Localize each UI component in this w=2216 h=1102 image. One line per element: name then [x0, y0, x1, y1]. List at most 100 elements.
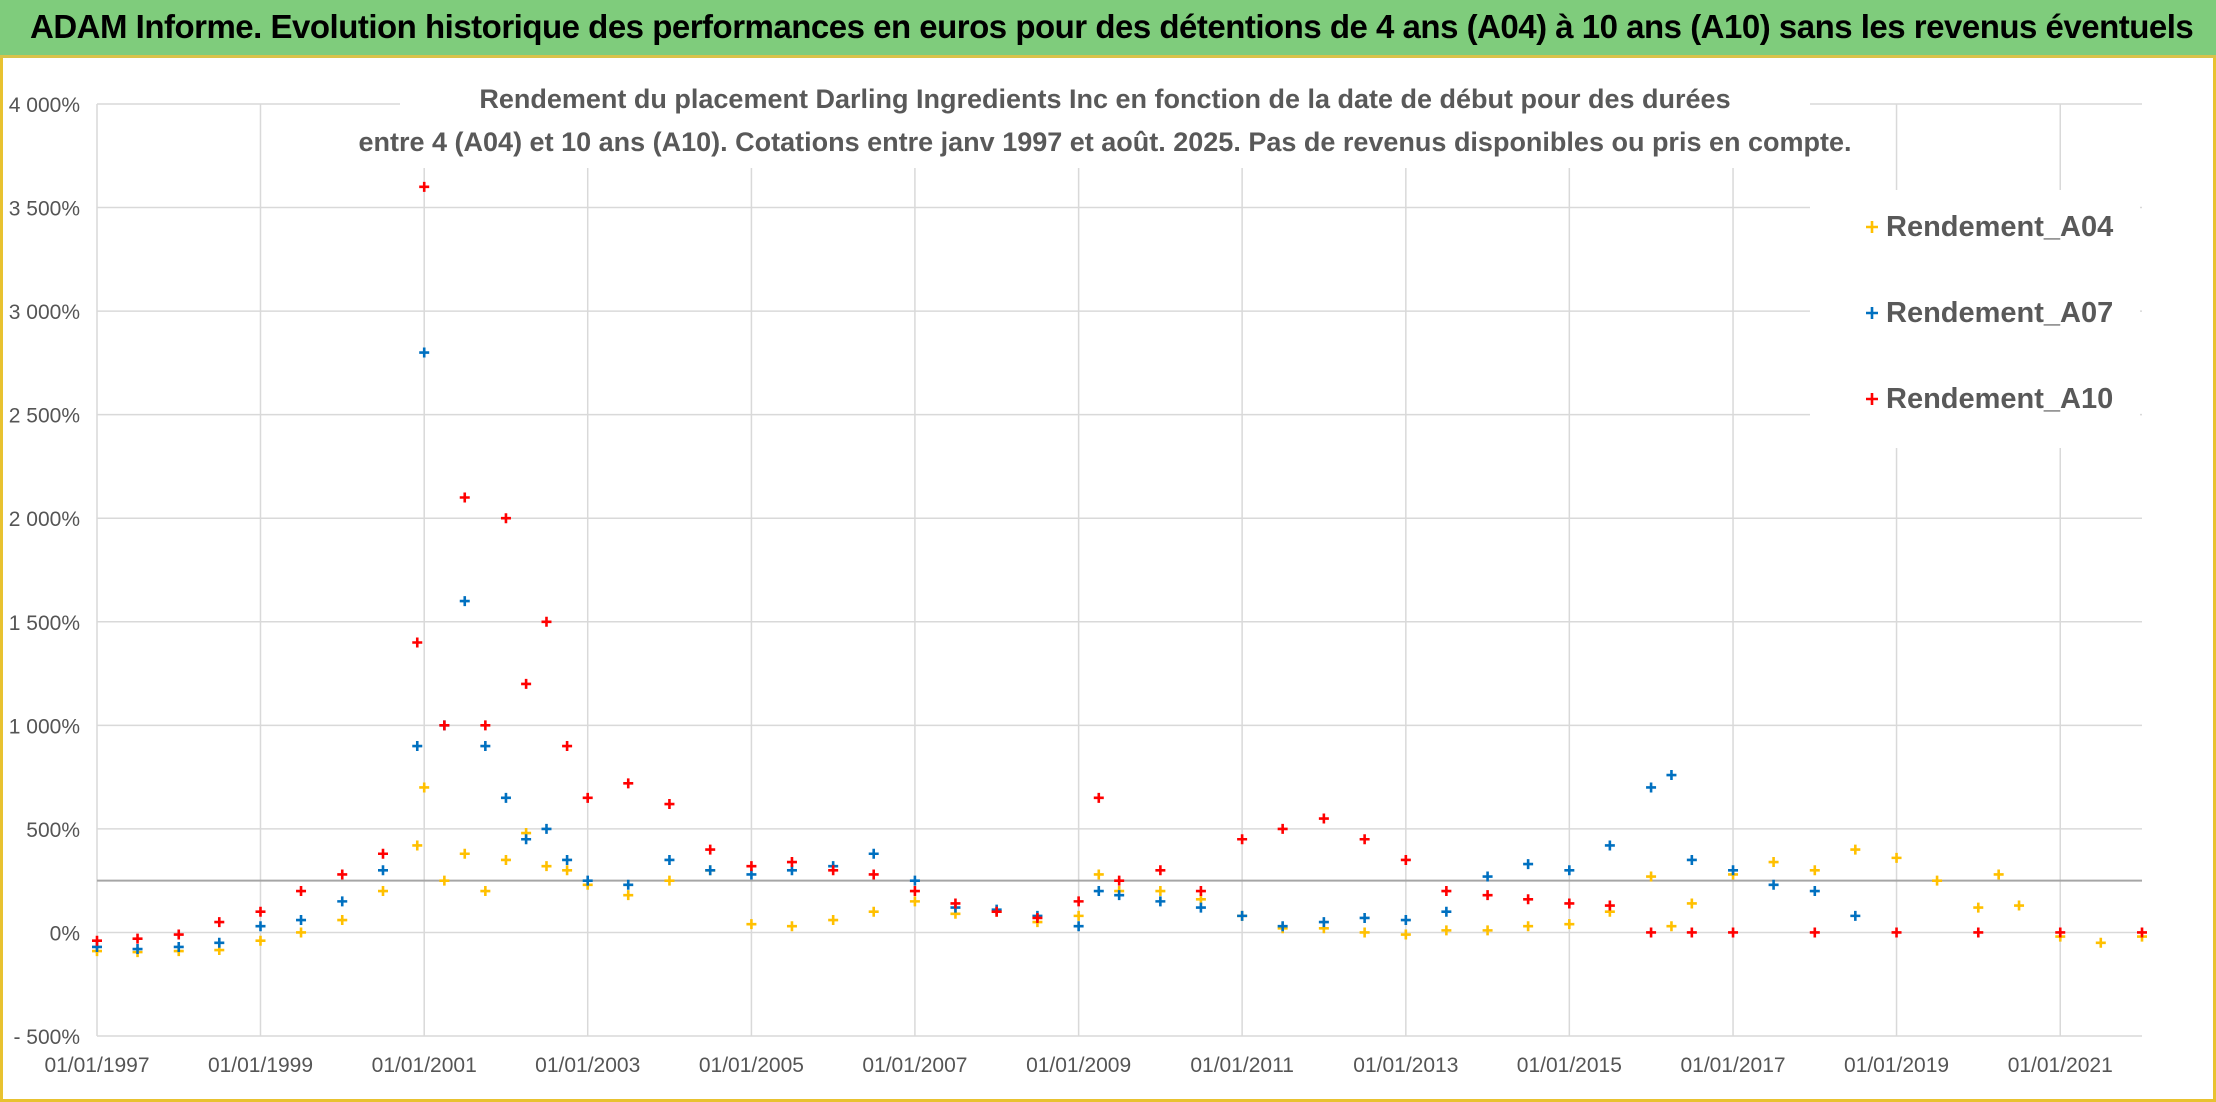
data-point — [412, 741, 423, 752]
scatter-chart: - 500% 0% 500% 1 000% 1 500% 2 000% 2 500% 3 00… — [9, 64, 2147, 1077]
data-point — [255, 906, 266, 917]
data-point — [1973, 927, 1984, 938]
data-point — [439, 875, 450, 886]
data-point — [500, 854, 511, 865]
data-points — [92, 181, 2147, 958]
data-point — [1400, 915, 1411, 926]
data-point — [1809, 865, 1820, 876]
data-point — [1155, 896, 1166, 907]
x-tick-label: 01/01/2005 — [699, 1054, 804, 1077]
chart-title: Rendement du placement Darling Ingredien… — [359, 64, 1852, 168]
data-point — [2137, 927, 2147, 938]
data-point — [1277, 921, 1288, 932]
data-point — [255, 921, 266, 932]
data-point — [296, 927, 307, 938]
data-point — [991, 906, 1002, 917]
data-point — [132, 933, 143, 944]
data-point — [746, 861, 757, 872]
data-point — [419, 181, 430, 192]
data-point — [623, 778, 634, 789]
data-point — [459, 848, 470, 859]
data-point — [1441, 925, 1452, 936]
y-tick-label: 1 500% — [9, 612, 80, 635]
x-tick-label: 01/01/1997 — [44, 1054, 149, 1077]
y-tick-label: 4 000% — [9, 94, 80, 117]
y-tick-label: 3 500% — [9, 198, 80, 221]
y-tick-label: 3 000% — [9, 301, 80, 324]
data-point — [1482, 925, 1493, 936]
data-point — [562, 741, 573, 752]
data-point — [1768, 857, 1779, 868]
data-point — [132, 944, 143, 955]
y-tick-label: 500% — [26, 819, 80, 842]
data-point — [378, 886, 388, 897]
series-Rendement_A07 — [92, 347, 1861, 955]
data-point — [1093, 869, 1104, 880]
y-tick-label: 2 000% — [9, 508, 80, 531]
data-point — [2095, 937, 2106, 948]
x-tick-label: 01/01/2001 — [372, 1054, 477, 1077]
data-point — [1114, 890, 1125, 901]
data-point — [868, 906, 879, 917]
data-point — [521, 678, 532, 689]
data-point — [2014, 900, 2025, 911]
data-point — [1359, 927, 1370, 938]
x-tick-label: 01/01/2019 — [1844, 1054, 1949, 1077]
data-point — [868, 869, 879, 880]
data-point — [1768, 879, 1779, 890]
banner-title: ADAM Informe. Evolution historique des p… — [30, 8, 2194, 45]
data-point — [480, 886, 491, 897]
data-point — [623, 890, 634, 901]
data-point — [786, 921, 797, 932]
data-point — [1318, 813, 1329, 824]
data-point — [664, 875, 675, 886]
data-point — [1686, 898, 1697, 909]
data-point — [582, 875, 593, 886]
y-tick-label: - 500% — [13, 1026, 80, 1049]
data-point — [1686, 927, 1697, 938]
data-point — [582, 792, 593, 803]
x-tick-label: 01/01/2013 — [1353, 1054, 1458, 1077]
data-point — [562, 865, 573, 876]
data-point — [521, 834, 532, 845]
data-point — [828, 865, 839, 876]
data-point — [337, 915, 348, 926]
data-point — [296, 886, 307, 897]
x-tick-label: 01/01/2021 — [2008, 1054, 2113, 1077]
data-point — [541, 861, 552, 872]
data-point — [1850, 910, 1861, 921]
data-point — [909, 886, 920, 897]
data-point — [1809, 886, 1820, 897]
legend-label: Rendement_A04 — [1886, 211, 2113, 243]
y-axis-ticks: - 500% 0% 500% 1 000% 1 500% 2 000% 2 500% 3 00… — [9, 94, 80, 1049]
data-point — [541, 616, 552, 627]
data-point — [337, 869, 348, 880]
data-point — [1891, 927, 1902, 938]
series-Rendement_A10 — [92, 181, 2147, 946]
data-point — [909, 896, 920, 907]
data-point — [214, 937, 225, 948]
data-point — [1277, 823, 1288, 834]
data-point — [1604, 900, 1615, 911]
legend: Rendement_A04 Rendement_A07 Rendement_A10 — [1810, 190, 2140, 448]
x-tick-label: 01/01/2007 — [862, 1054, 967, 1077]
data-point — [1604, 840, 1615, 851]
data-point — [419, 347, 430, 358]
data-point — [1093, 886, 1104, 897]
data-point — [1318, 917, 1329, 928]
y-tick-label: 2 500% — [9, 405, 80, 428]
data-point — [480, 720, 491, 731]
y-tick-label: 0% — [50, 922, 80, 945]
data-point — [1441, 886, 1452, 897]
data-point — [459, 596, 470, 607]
data-point — [1646, 927, 1657, 938]
x-tick-label: 01/01/2017 — [1680, 1054, 1785, 1077]
data-point — [562, 854, 573, 865]
data-point — [214, 917, 225, 928]
data-point — [412, 637, 423, 648]
chart-title-line-1: Rendement du placement Darling Ingredien… — [479, 84, 1730, 114]
data-point — [1073, 910, 1084, 921]
legend-marker — [1866, 221, 1878, 233]
data-point — [412, 840, 423, 851]
data-point — [500, 513, 511, 524]
